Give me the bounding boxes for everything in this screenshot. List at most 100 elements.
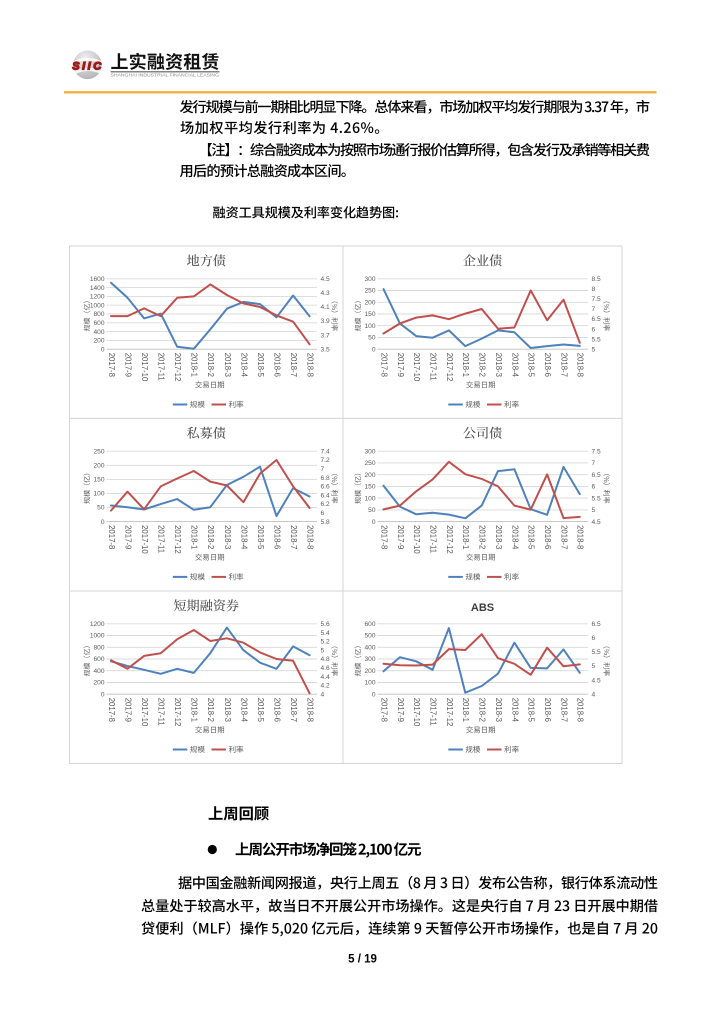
svg-text:7: 7 [592, 306, 596, 313]
svg-text:0: 0 [101, 519, 105, 526]
svg-text:3.7: 3.7 [321, 332, 330, 339]
svg-text:5: 5 [592, 663, 596, 670]
svg-text:2018-7: 2018-7 [559, 525, 568, 549]
svg-text:2017-12: 2017-12 [173, 525, 182, 554]
svg-text:1000: 1000 [90, 633, 105, 640]
svg-text:4.1: 4.1 [321, 304, 330, 311]
svg-text:2018-7: 2018-7 [559, 698, 568, 722]
svg-text:2017-10: 2017-10 [412, 353, 421, 382]
svg-text:6.5: 6.5 [592, 621, 601, 628]
svg-text:100: 100 [364, 495, 375, 502]
svg-text:2017-8: 2017-8 [107, 525, 116, 549]
svg-text:200: 200 [364, 472, 375, 479]
svg-text:4: 4 [592, 691, 596, 698]
svg-text:2018-3: 2018-3 [223, 525, 232, 549]
svg-text:600: 600 [93, 320, 104, 327]
svg-text:200: 200 [93, 338, 104, 345]
svg-text:2018-3: 2018-3 [494, 525, 503, 549]
svg-text:200: 200 [93, 680, 104, 687]
svg-text:6.5: 6.5 [592, 316, 601, 323]
svg-text:100: 100 [364, 680, 375, 687]
svg-text:50: 50 [368, 335, 376, 342]
svg-text:150: 150 [364, 484, 375, 491]
svg-text:5.5: 5.5 [592, 336, 601, 343]
svg-text:7.5: 7.5 [592, 296, 601, 303]
svg-text:2018-1: 2018-1 [461, 353, 470, 377]
svg-text:5.2: 5.2 [321, 639, 330, 646]
svg-text:2018-2: 2018-2 [478, 698, 487, 722]
svg-text:2017-9: 2017-9 [396, 353, 405, 377]
svg-text:2018-3: 2018-3 [494, 698, 503, 722]
svg-text:2017-8: 2017-8 [107, 698, 116, 722]
svg-text:2018-7: 2018-7 [559, 353, 568, 377]
svg-text:600: 600 [364, 621, 375, 628]
svg-text:150: 150 [364, 311, 375, 318]
svg-text:2018-7: 2018-7 [289, 698, 298, 722]
svg-text:250: 250 [364, 460, 375, 467]
svg-text:5: 5 [592, 507, 596, 514]
svg-text:2018-8: 2018-8 [306, 525, 315, 549]
svg-text:8: 8 [592, 286, 596, 293]
svg-text:0: 0 [372, 519, 376, 526]
svg-text:2017-10: 2017-10 [140, 698, 149, 727]
svg-text:2018-5: 2018-5 [256, 353, 265, 378]
svg-text:5.4: 5.4 [321, 630, 330, 637]
svg-text:200: 200 [364, 300, 375, 307]
svg-text:2017-8: 2017-8 [379, 525, 388, 549]
svg-text:50: 50 [97, 505, 105, 512]
svg-text:4.5: 4.5 [592, 519, 601, 526]
svg-text:0: 0 [101, 691, 105, 698]
svg-text:1600: 1600 [90, 276, 105, 283]
svg-text:2018-3: 2018-3 [223, 353, 232, 377]
svg-text:2018-6: 2018-6 [543, 698, 552, 722]
svg-text:7.4: 7.4 [321, 448, 330, 455]
svg-text:2018-2: 2018-2 [206, 525, 215, 549]
svg-text:100: 100 [364, 323, 375, 330]
svg-text:0: 0 [101, 346, 105, 353]
svg-text:5.8: 5.8 [321, 519, 330, 526]
svg-text:2017-10: 2017-10 [140, 525, 149, 554]
svg-text:2018-6: 2018-6 [543, 525, 552, 549]
svg-text:150: 150 [93, 477, 104, 484]
svg-text:6.5: 6.5 [592, 472, 601, 479]
svg-text:2018-3: 2018-3 [494, 353, 503, 377]
svg-text:250: 250 [364, 288, 375, 295]
svg-text:2018-6: 2018-6 [272, 353, 281, 377]
svg-text:2017-8: 2017-8 [107, 353, 116, 377]
svg-text:2018-8: 2018-8 [576, 525, 585, 549]
svg-text:2018-5: 2018-5 [256, 698, 265, 723]
svg-text:2018-8: 2018-8 [576, 698, 585, 722]
svg-text:1200: 1200 [90, 621, 105, 628]
svg-text:2017-9: 2017-9 [396, 525, 405, 549]
svg-text:4.5: 4.5 [321, 276, 330, 283]
svg-text:2018-8: 2018-8 [306, 698, 315, 722]
svg-text:2017-12: 2017-12 [445, 525, 454, 554]
svg-text:ABS: ABS [471, 602, 494, 614]
svg-text:1400: 1400 [90, 285, 105, 292]
svg-text:300: 300 [364, 448, 375, 455]
svg-text:300: 300 [364, 276, 375, 283]
svg-text:2018-6: 2018-6 [272, 698, 281, 722]
svg-text:500: 500 [364, 633, 375, 640]
svg-text:2018-6: 2018-6 [543, 353, 552, 377]
svg-text:6.2: 6.2 [321, 501, 330, 508]
svg-text:2017-11: 2017-11 [157, 698, 166, 726]
svg-text:2017-12: 2017-12 [173, 353, 182, 382]
svg-text:2017-10: 2017-10 [412, 525, 421, 554]
svg-text:2018-7: 2018-7 [289, 525, 298, 549]
svg-text:200: 200 [364, 668, 375, 675]
svg-text:2017-11: 2017-11 [429, 525, 438, 553]
svg-text:4: 4 [321, 691, 325, 698]
svg-text:2017-9: 2017-9 [396, 698, 405, 722]
svg-text:2018-2: 2018-2 [206, 353, 215, 377]
svg-text:6.6: 6.6 [321, 484, 330, 491]
svg-text:2017-8: 2017-8 [379, 353, 388, 377]
svg-text:SIIC: SIIC [72, 61, 104, 73]
svg-text:2017-11: 2017-11 [429, 353, 438, 381]
svg-text:2018-5: 2018-5 [527, 698, 536, 723]
svg-text:2018-2: 2018-2 [206, 698, 215, 722]
svg-text:800: 800 [93, 311, 104, 318]
svg-text:250: 250 [93, 448, 104, 455]
svg-text:2017-11: 2017-11 [157, 353, 166, 381]
svg-text:2018-4: 2018-4 [239, 525, 248, 550]
